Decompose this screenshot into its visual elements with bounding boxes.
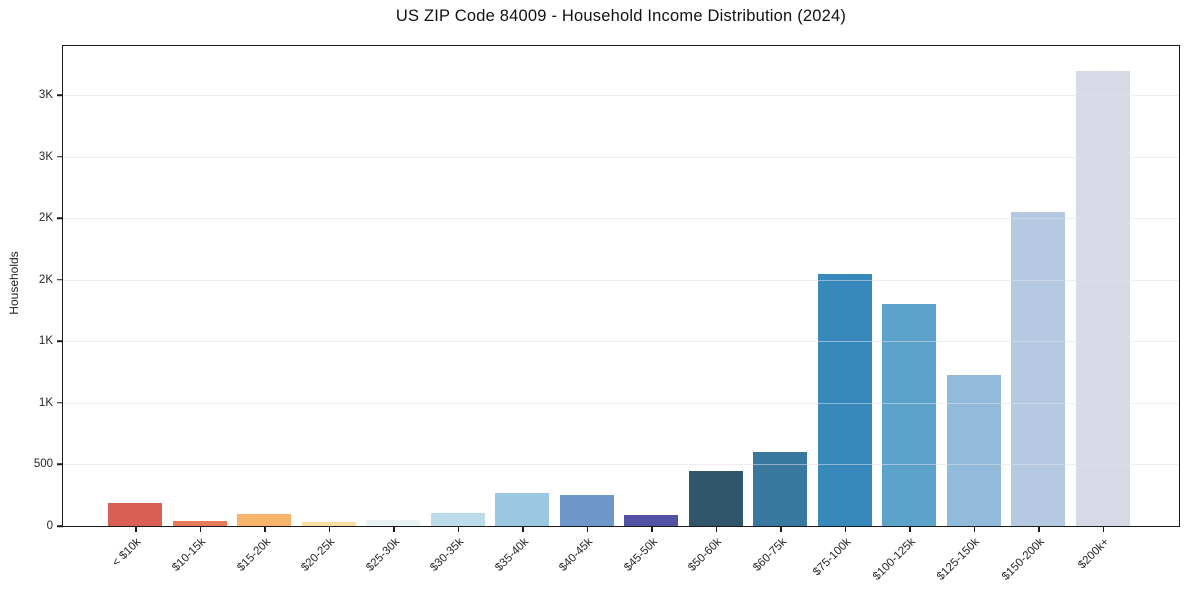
bar-50-60k [688,470,743,526]
x-tick-mark [780,526,782,532]
y-tick-label: 2K [38,212,53,225]
x-tick-label: $40-45k [557,536,596,574]
x-tick-label: < $10k [110,536,144,570]
bar-slot: $15-20k [232,46,297,574]
x-tick-mark [522,526,524,532]
bar-60-75k [753,451,808,526]
x-tick-label: $75-100k [810,536,854,579]
x-tick-label: $10-15k [170,536,209,574]
x-tick-label: $100-125k [870,536,918,583]
bar-200k [1075,70,1130,526]
bar-10k [108,503,163,526]
x-tick-mark [909,526,911,532]
x-tick-mark [457,526,460,532]
x-tick-label: $20-25k [299,536,338,574]
bar-10-15k [172,521,227,526]
y-tick-label: 2K [38,273,53,286]
bar-45-50k [624,514,679,526]
x-tick-mark [1102,526,1105,532]
bar-150-200k [1011,212,1066,526]
x-tick-mark [393,526,395,532]
x-tick-mark [844,526,847,532]
x-tick-mark [199,526,202,532]
x-tick-label: $45-50k [621,536,660,574]
y-tick-label: 1K [38,396,53,409]
x-tick-label: $30-35k [428,536,467,574]
bar-slot: $60-75k [748,46,813,574]
x-tick-label: $60-75k [750,536,789,574]
x-tick-mark [715,526,718,532]
bar-slot: $25-30k [361,46,426,574]
x-tick-mark [328,526,331,532]
x-tick-label: $125-150k [935,536,983,583]
bar-slot: $125-150k [935,46,1007,583]
bar-slot: $100-125k [871,46,942,583]
bar-slot: $10-15k [168,46,233,574]
bar-125-150k [946,374,1001,526]
x-tick-label: $50-60k [686,536,725,574]
x-tick-mark [264,526,266,532]
y-tick-label: 3K [38,150,53,163]
bar-slot: $150-200k [1000,46,1071,583]
x-tick-mark [135,526,137,532]
bar-slot: $200k+ [1071,46,1136,571]
x-tick-mark [651,526,653,532]
bar-slot: < $10k [103,46,168,569]
x-tick-mark [973,526,976,532]
bar-slot: $30-35k [426,46,491,574]
y-tick-label: 0 [46,520,53,532]
x-tick-label: $15-20k [234,536,273,574]
bar-slot: $20-25k [297,46,362,574]
bar-40-45k [559,495,614,526]
chart-title: US ZIP Code 84009 - Household Income Dis… [395,7,847,25]
y-tick-label: 500 [33,458,53,471]
bar-slot: $50-60k [684,46,749,574]
bar-15-20k [237,514,292,526]
bar-30-35k [430,513,485,526]
x-tick-label: $150-200k [999,536,1047,583]
bar-slot: $45-50k [619,46,684,574]
bar-75-100k [817,273,872,526]
bar-25-30k [366,519,421,526]
bars-layer: < $10k $10-15k $15-20k $20-25k $25-30k $30-35… [63,46,1179,583]
y-tick-label: 3K [38,89,53,102]
plot-area: < $10k $10-15k $15-20k $20-25k $25-30k $30-35… [34,45,1180,583]
x-tick-label: $35-40k [492,536,531,574]
bar-slot: $75-100k [811,46,878,578]
bar-slot: $35-40k [490,46,555,574]
x-tick-label: $25-30k [363,536,402,574]
bar-slot: $40-45k [555,46,620,574]
bar-35-40k [495,493,550,526]
x-tick-label: $200k+ [1075,536,1112,572]
bar-100-125k [882,304,937,526]
x-tick-mark [586,526,589,532]
y-tick-label: 1K [38,335,53,348]
x-tick-mark [1038,526,1040,532]
y-axis-label: Households [7,251,21,315]
bar-20-25k [301,521,356,526]
